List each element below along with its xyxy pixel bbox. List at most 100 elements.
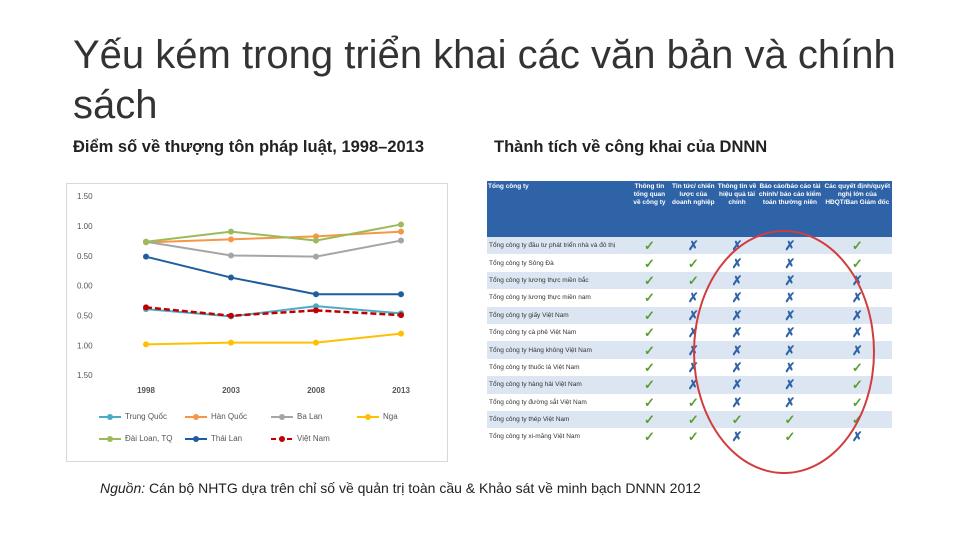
- chart: 1.50 1.00 0.50 0.00 0.50 1.00 1.50 1998 2003 2008…: [77, 192, 410, 443]
- legend-marker: [365, 414, 371, 420]
- chart-frame: 1.50 1.00 0.50 0.00 0.50 1.00 1.50 1998 2003 2008…: [66, 183, 448, 462]
- data-point: [228, 252, 234, 259]
- data-point: [313, 291, 319, 298]
- source-text: Cán bộ NHTG dựa trên chỉ số về quản trị …: [149, 480, 701, 496]
- status-mark: ✓: [643, 290, 655, 306]
- y-tick-label: 0.50: [77, 311, 93, 320]
- status-mark: ✓: [629, 271, 670, 290]
- legend-label: Đài Loan, TQ: [125, 434, 172, 443]
- chart-title: Điểm số về thượng tôn pháp luật, 1998–20…: [73, 138, 425, 156]
- data-point: [228, 312, 234, 319]
- data-point: [398, 330, 404, 337]
- legend-marker: [107, 436, 113, 442]
- series-line: [145, 255, 401, 296]
- status-mark: ✓: [669, 410, 717, 429]
- legend-item: Nga: [357, 412, 398, 421]
- data-point: [228, 339, 234, 346]
- company-name: Tổng công ty thép Việt Nam: [487, 410, 629, 429]
- company-name: Tổng công ty đường sắt Việt Nam: [489, 398, 587, 406]
- data-point: [398, 312, 404, 319]
- data-point: [143, 238, 149, 245]
- company-name: Tổng công ty đầu tư phát triển nhà và đô…: [487, 237, 629, 255]
- data-point: [398, 291, 404, 298]
- data-point: [313, 303, 319, 310]
- y-tick-label: 0.00: [77, 282, 93, 291]
- data-point: [313, 339, 319, 346]
- status-mark: ✓: [822, 237, 892, 255]
- series-line: [145, 305, 402, 318]
- series-line: [145, 239, 402, 258]
- data-point: [398, 221, 404, 228]
- company-name: Tổng công ty giấy Việt Nam: [487, 306, 629, 324]
- column-header: Thông tin tổng quan về công ty: [629, 181, 670, 237]
- status-mark: ✓: [687, 429, 699, 445]
- legend-item: Việt Nam: [271, 434, 330, 443]
- series-line: [145, 332, 402, 346]
- legend-item: Hàn Quốc: [185, 412, 247, 421]
- y-tick-label: 0.50: [77, 252, 93, 261]
- legend-label: Ba Lan: [297, 412, 322, 421]
- legend-label: Việt Nam: [297, 434, 330, 443]
- company-name: Tổng công ty xi-măng Việt Nam: [489, 433, 580, 441]
- legend-label: Trung Quốc: [125, 412, 167, 421]
- company-name: Tổng công ty thuốc lá Việt Nam: [489, 363, 580, 371]
- status-mark: ✓: [643, 255, 655, 271]
- table-row: Tổng công ty đầu tư phát triển nhà và đô…: [487, 237, 892, 255]
- slide-title: Yếu kém trong triển khai các văn bản và …: [73, 33, 896, 127]
- x-tick-label: 2013: [392, 386, 410, 395]
- x-tick-label: 1998: [137, 386, 155, 395]
- data-point: [313, 253, 319, 260]
- company-name: Tổng công ty lương thực miền nam: [489, 294, 591, 302]
- status-mark: ✓: [629, 341, 670, 359]
- data-point: [398, 237, 404, 244]
- column-header: Các quyết định/quyết nghị lớn của HĐQT/B…: [822, 181, 892, 237]
- data-point: [143, 341, 149, 348]
- status-mark: ✗: [669, 237, 717, 255]
- column-header: Thông tin về hiệu quả tài chính: [716, 181, 758, 237]
- status-mark: ✓: [643, 394, 655, 410]
- status-mark: ✓: [643, 359, 655, 375]
- column-header: Tổng công ty: [487, 181, 629, 237]
- data-point: [313, 233, 319, 240]
- status-mark: ✗: [851, 429, 863, 445]
- table-title: Thành tích về công khai của DNNN: [494, 138, 768, 156]
- series-line: [145, 223, 402, 243]
- y-tick-label: 1.50: [77, 371, 93, 380]
- legend-marker: [279, 436, 285, 442]
- status-mark: ✓: [629, 306, 670, 324]
- data-point: [398, 228, 404, 235]
- company-name: Tổng công ty lương thực miền bắc: [487, 271, 629, 290]
- status-mark: ✗: [687, 290, 699, 306]
- data-point: [143, 253, 149, 260]
- status-mark: ✓: [629, 237, 670, 255]
- y-tick-label: 1.00: [77, 341, 93, 350]
- status-mark: ✓: [687, 255, 699, 271]
- highlight-circle: [693, 230, 875, 474]
- legend-label: Hàn Quốc: [211, 412, 247, 421]
- status-mark: ✓: [629, 410, 670, 429]
- x-tick-label: 2008: [307, 386, 325, 395]
- legend-marker: [193, 414, 199, 420]
- column-header: Tin tức/ chiến lược của doanh nghiệp: [669, 181, 717, 237]
- legend-item: Trung Quốc: [99, 412, 167, 421]
- status-mark: ✓: [851, 255, 863, 271]
- status-mark: ✓: [687, 394, 699, 410]
- y-tick-label: 1.00: [77, 222, 93, 231]
- source-label: Nguồn:: [100, 480, 146, 496]
- company-name: Tổng công ty hàng hải Việt Nam: [487, 376, 629, 394]
- data-point: [143, 304, 149, 311]
- series-line: [145, 306, 402, 317]
- data-point: [313, 307, 319, 314]
- company-name: Tổng công ty Hàng không Việt Nam: [487, 341, 629, 359]
- legend-marker: [193, 436, 199, 442]
- status-mark: ✓: [629, 376, 670, 394]
- legend-label: Nga: [383, 412, 398, 421]
- data-point: [228, 228, 234, 235]
- x-tick-label: 2003: [222, 386, 240, 395]
- company-name: Tổng công ty cà phê Việt Nam: [489, 329, 577, 337]
- data-point: [228, 236, 234, 243]
- column-header: Báo cáo/báo cáo tài chính/ báo cáo kiểm …: [757, 181, 823, 237]
- data-point: [228, 274, 234, 281]
- legend-marker: [279, 414, 285, 420]
